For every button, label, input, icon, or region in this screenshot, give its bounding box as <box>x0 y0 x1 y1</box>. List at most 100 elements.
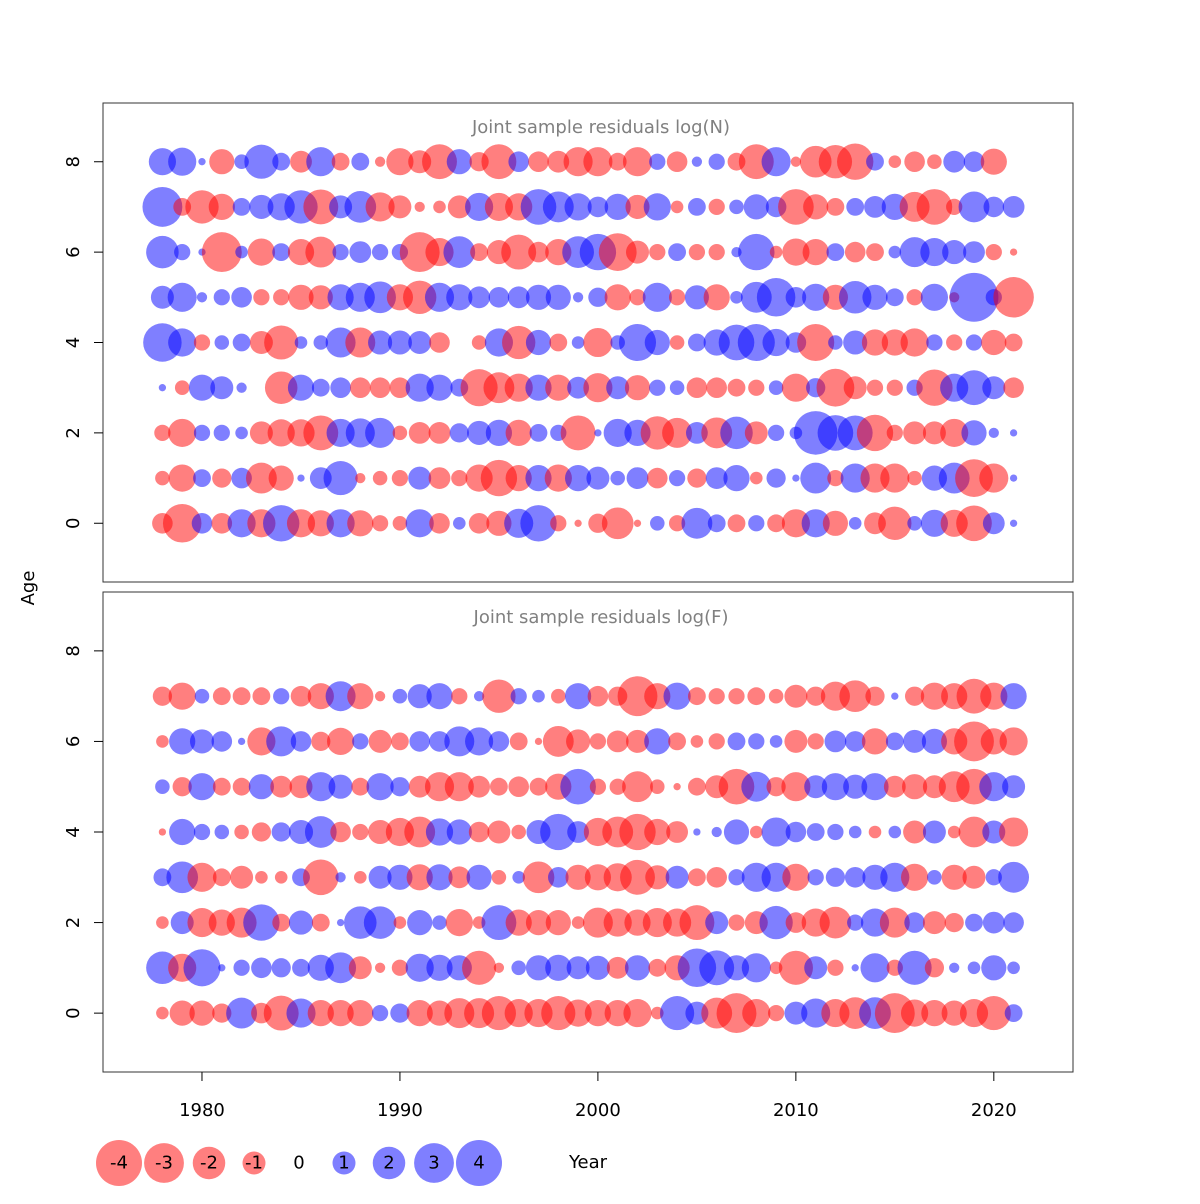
residual-bubble <box>146 235 179 269</box>
residual-bubble <box>486 510 512 536</box>
residual-bubble <box>737 323 775 362</box>
residual-bubble <box>330 821 351 843</box>
residual-bubble <box>306 147 336 177</box>
residual-bubble <box>723 464 750 492</box>
residual-bubble <box>232 197 251 216</box>
residual-bubble <box>511 824 526 840</box>
residual-bubble <box>642 908 672 938</box>
residual-bubble <box>670 200 684 214</box>
residual-bubble <box>271 958 291 978</box>
residual-bubble <box>392 688 408 704</box>
y-tick-label: 4 <box>63 826 84 837</box>
residual-bubble <box>800 462 832 494</box>
residual-bubble <box>825 867 846 887</box>
residual-bubble <box>883 775 906 798</box>
residual-bubble <box>234 824 249 840</box>
residual-bubble <box>425 818 454 846</box>
residual-bubble <box>844 731 866 752</box>
residual-bubble <box>827 469 844 487</box>
residual-bubble <box>900 999 929 1027</box>
residual-bubble <box>846 197 865 216</box>
residual-bubble <box>286 509 316 538</box>
residual-bubble <box>965 913 983 932</box>
residual-bubble <box>768 688 784 704</box>
residual-bubble <box>525 955 552 981</box>
residual-bubble <box>193 469 211 488</box>
residual-bubble <box>649 243 666 261</box>
residual-bubble <box>488 731 510 752</box>
residual-bubble <box>311 731 331 752</box>
residual-bubble <box>766 468 786 488</box>
residual-bubble <box>623 999 652 1028</box>
residual-bubble <box>801 509 830 538</box>
residual-bubble <box>352 823 369 841</box>
residual-bubble <box>227 509 256 538</box>
residual-bubble <box>408 466 432 490</box>
residual-bubble <box>303 415 339 451</box>
residual-bubble <box>289 775 313 799</box>
residual-bubble <box>249 194 274 219</box>
residual-bubble <box>861 728 889 755</box>
legend-label: -1 <box>245 1153 263 1174</box>
residual-bubble <box>327 284 354 311</box>
residual-bubble <box>264 325 299 360</box>
residual-bubble <box>350 377 371 398</box>
residual-bubble <box>290 731 312 752</box>
residual-bubble <box>807 869 824 886</box>
residual-bubble <box>363 906 397 939</box>
residual-bubble <box>407 684 432 709</box>
residual-bubble <box>188 773 216 801</box>
residual-bubble <box>983 196 1005 218</box>
residual-bubble <box>982 512 1005 535</box>
residual-bubble <box>212 868 231 887</box>
residual-bubble <box>782 863 810 891</box>
residual-bubble <box>767 424 785 442</box>
x-axis-label: Year <box>568 1152 608 1173</box>
residual-bubble <box>922 911 946 935</box>
residual-bubble <box>549 333 568 352</box>
residual-bubble <box>619 813 656 851</box>
residual-bubble <box>626 240 649 264</box>
residual-bubble <box>785 821 807 843</box>
residual-bubble <box>529 423 548 442</box>
x-tick-label: 2000 <box>575 1100 621 1121</box>
residual-bubble <box>586 466 610 490</box>
residual-bubble <box>507 286 530 309</box>
residual-bubble <box>629 289 646 306</box>
residual-bubble <box>838 281 872 314</box>
residual-bubble <box>1009 248 1018 256</box>
legend-bubble <box>414 1143 454 1183</box>
residual-bubble <box>170 911 194 935</box>
residual-bubble <box>445 908 473 937</box>
residual-bubble <box>311 913 330 932</box>
residual-bubble <box>1009 474 1018 482</box>
residual-bubble <box>584 864 612 891</box>
residual-bubble <box>247 238 276 266</box>
residual-bubble <box>232 333 251 352</box>
residual-bubble <box>868 825 882 839</box>
residual-bubble <box>471 335 487 350</box>
residual-bubble <box>326 509 355 538</box>
residual-bubble <box>687 197 706 216</box>
residual-bubble <box>690 735 704 748</box>
residual-bubble <box>271 822 291 842</box>
residual-bubble <box>649 153 666 170</box>
residual-bubble <box>903 421 927 445</box>
legend-bubble <box>192 1146 226 1180</box>
legend-label: 2 <box>383 1153 394 1174</box>
residual-bubble <box>534 737 543 746</box>
residual-bubble <box>645 865 670 890</box>
residual-bubble <box>976 996 1011 1031</box>
residual-bubble <box>189 729 215 754</box>
residual-bubble <box>708 243 725 261</box>
residual-bubble <box>155 470 170 486</box>
residual-bubble <box>792 474 800 482</box>
residual-bubble <box>920 238 949 267</box>
residual-bubble <box>467 420 492 445</box>
residual-bubble <box>650 779 665 794</box>
residual-bubble <box>778 189 814 225</box>
residual-bubble <box>961 420 987 446</box>
residual-bubble <box>781 509 810 538</box>
residual-bubble <box>604 284 631 311</box>
residual-bubble <box>493 962 505 973</box>
